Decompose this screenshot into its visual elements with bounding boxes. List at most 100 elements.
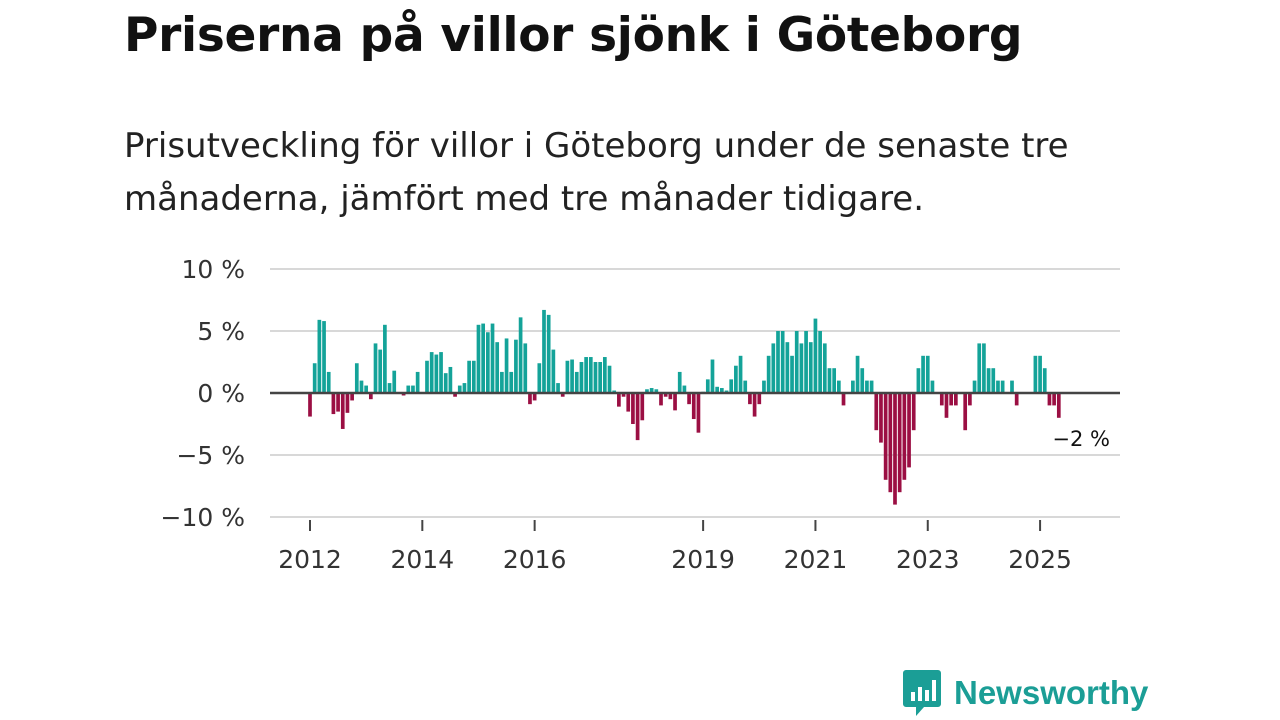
bar — [387, 383, 392, 393]
bar — [902, 393, 907, 480]
bar — [523, 343, 528, 393]
x-tick-label: 2025 — [1008, 545, 1072, 574]
x-tick-label: 2021 — [784, 545, 848, 574]
bar — [996, 380, 1000, 393]
bar — [897, 393, 902, 493]
bar — [326, 371, 331, 393]
bar — [888, 393, 893, 493]
bar — [832, 368, 837, 393]
bar — [322, 321, 326, 393]
bar — [509, 371, 514, 393]
bar — [1010, 380, 1014, 393]
bar — [350, 393, 354, 401]
bar — [804, 331, 808, 393]
bar — [841, 393, 846, 406]
newsworthy-logo: Newsworthy — [902, 668, 1148, 718]
bar — [1052, 393, 1056, 406]
bar — [588, 357, 593, 393]
bar — [907, 393, 911, 468]
bar — [476, 324, 481, 393]
bar — [485, 332, 490, 393]
bar — [383, 324, 387, 393]
x-tick-label: 2014 — [391, 545, 455, 574]
bar — [345, 393, 350, 413]
bar — [631, 393, 635, 424]
bar — [514, 339, 518, 393]
bar — [743, 380, 748, 393]
bar — [490, 323, 495, 393]
bar — [963, 393, 968, 431]
bar — [312, 363, 317, 393]
bar — [893, 393, 897, 505]
bar — [532, 393, 537, 401]
bar — [448, 366, 453, 393]
bar — [949, 393, 954, 406]
bar — [621, 393, 626, 397]
bar — [691, 393, 696, 420]
bar — [406, 385, 411, 393]
bar — [865, 380, 869, 393]
y-tick-label: −5 % — [176, 441, 245, 470]
bar — [1042, 368, 1047, 393]
bar — [340, 393, 345, 429]
newsworthy-logo-icon — [903, 670, 941, 716]
bar — [560, 393, 565, 397]
bar — [645, 389, 649, 393]
bar — [453, 393, 457, 397]
bar — [673, 393, 677, 411]
bar — [574, 371, 579, 393]
bar — [425, 360, 429, 393]
bar — [443, 373, 448, 393]
bar — [570, 359, 574, 393]
bar — [565, 360, 570, 393]
bar — [682, 385, 687, 393]
bar — [1056, 393, 1061, 418]
bar — [649, 388, 654, 393]
bar — [364, 385, 369, 393]
bar — [659, 393, 663, 406]
bar — [584, 357, 588, 393]
bar — [860, 368, 865, 393]
bar — [874, 393, 879, 431]
bar — [439, 352, 443, 393]
bar — [1038, 355, 1042, 393]
bar — [481, 323, 486, 393]
bar — [528, 393, 532, 405]
bar — [617, 393, 621, 407]
bar — [537, 363, 542, 393]
bar — [766, 355, 771, 393]
bar — [457, 385, 462, 393]
last-value-label: −2 % — [1052, 427, 1110, 451]
y-tick-label: −10 % — [161, 503, 245, 532]
bar — [542, 309, 546, 393]
chart-title: Priserna på villor sjönk i Göteborg — [124, 8, 1023, 63]
bar — [373, 343, 378, 393]
y-tick-label: 0 % — [197, 379, 245, 408]
bar — [757, 393, 762, 405]
bar — [925, 355, 930, 393]
bar — [991, 368, 996, 393]
bar — [593, 362, 598, 393]
bar — [1014, 393, 1019, 406]
bar — [626, 393, 631, 412]
bar — [808, 342, 813, 393]
bar — [1047, 393, 1052, 406]
bar — [953, 393, 958, 406]
bar — [551, 349, 556, 393]
x-tick-label: 2012 — [278, 545, 342, 574]
bar — [654, 389, 659, 393]
bar — [331, 393, 336, 415]
bar — [635, 393, 640, 441]
bar — [504, 338, 509, 393]
bar — [752, 393, 757, 417]
bar — [748, 393, 752, 405]
bar — [799, 343, 804, 393]
bar — [930, 380, 935, 393]
bar — [944, 393, 949, 418]
bar — [851, 380, 855, 393]
bar — [734, 365, 738, 393]
x-tick-label: 2023 — [896, 545, 960, 574]
bar — [579, 362, 584, 393]
bar — [359, 380, 364, 393]
bar — [1033, 355, 1038, 393]
